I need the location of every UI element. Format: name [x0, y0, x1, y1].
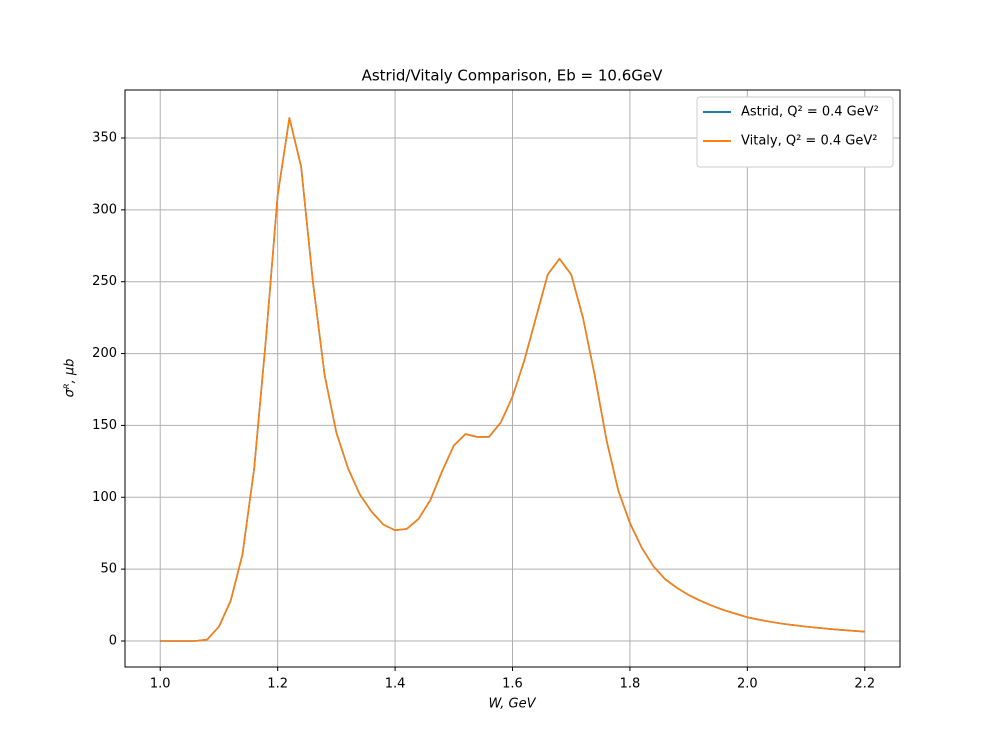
legend-label: Vitaly, Q² = 0.4 GeV²: [741, 134, 877, 149]
x-tick-label: 1.8: [620, 677, 641, 692]
legend-box: [696, 96, 894, 168]
x-tick-label: 1.0: [150, 677, 171, 692]
series-line: [160, 117, 865, 642]
legend-label: Astrid, Q² = 0.4 GeV²: [741, 105, 879, 120]
legend: Astrid, Q² = 0.4 GeV² Vitaly, Q² = 0.4 Ge…: [696, 96, 894, 168]
y-axis-label: σᴿ, μb: [63, 359, 78, 398]
plot-frame: [124, 89, 901, 668]
x-tick-label: 2.2: [854, 677, 875, 692]
chart-title: Astrid/Vitaly Comparison, Eb = 10.6GeV: [362, 67, 664, 85]
y-tick-label: 150: [92, 418, 117, 433]
y-tick-label: 50: [100, 562, 117, 577]
y-tick-label: 250: [92, 274, 117, 289]
y-tick-label: 100: [92, 490, 117, 505]
y-tick-label: 300: [92, 202, 117, 217]
x-tick-label: 1.4: [385, 677, 406, 692]
y-tick-label: 200: [92, 346, 117, 361]
x-tick-label: 1.6: [502, 677, 523, 692]
x-tick-label: 1.2: [267, 677, 288, 692]
y-tick-label: 0: [109, 633, 117, 648]
x-tick-label: 2.0: [737, 677, 758, 692]
x-axis-label: W, GeV: [488, 697, 536, 712]
y-tick-label: 350: [92, 130, 117, 145]
